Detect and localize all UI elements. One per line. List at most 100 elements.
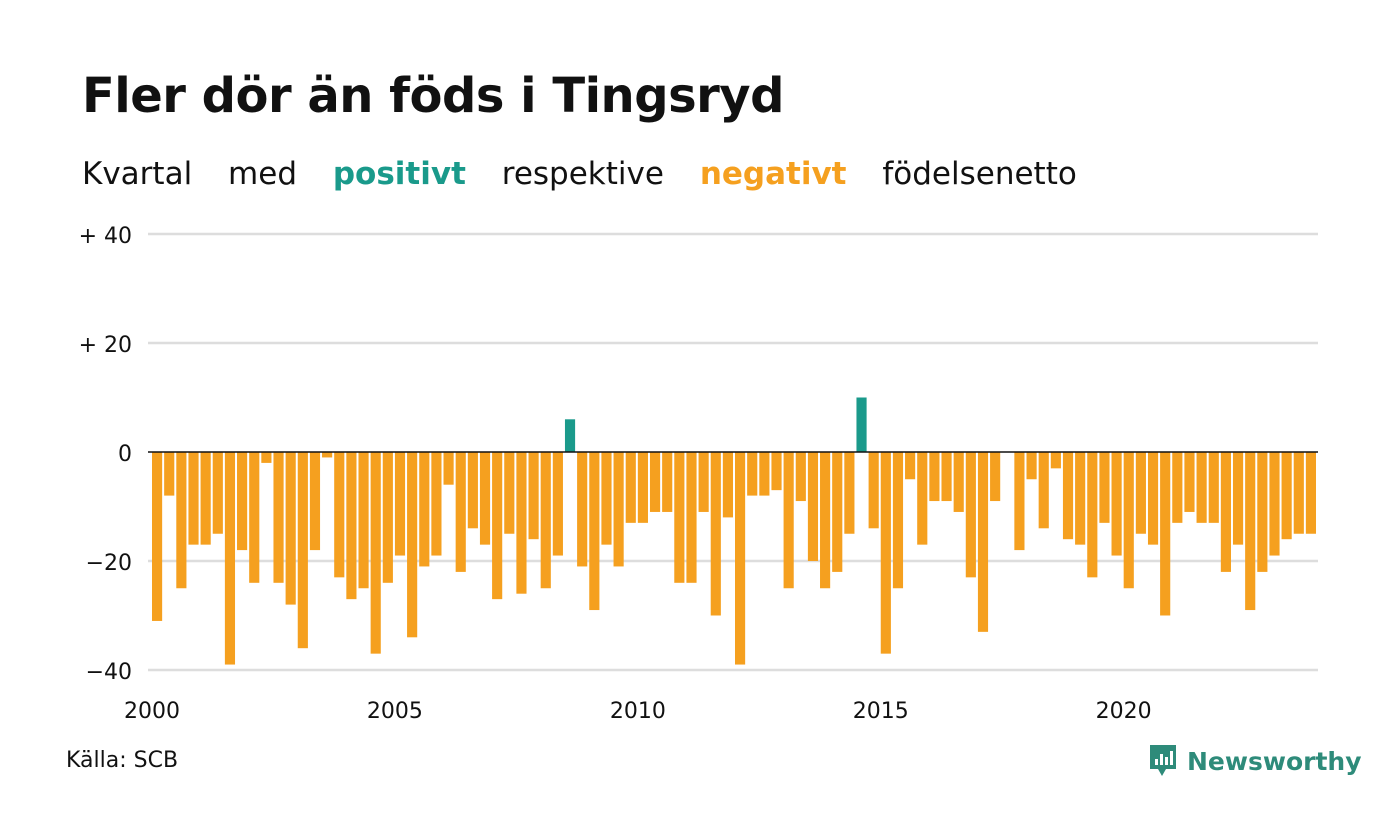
y-tick-label: 0: [118, 442, 132, 467]
bar-negative: [880, 452, 891, 654]
bar-negative: [674, 452, 685, 583]
bar-negative: [917, 452, 928, 545]
y-tick-label: + 40: [79, 224, 132, 249]
bar-negative: [759, 452, 770, 496]
bar-negative: [1281, 452, 1292, 540]
bar-negative: [844, 452, 855, 534]
bar-negative: [467, 452, 478, 529]
bar-negative: [722, 452, 733, 518]
bar-negative: [552, 452, 563, 556]
subtitle-part-1: Kvartal: [82, 156, 193, 192]
bar-negative: [807, 452, 819, 561]
bar-negative: [1232, 452, 1244, 545]
chart-title: Fler dör än föds i Tingsryd: [82, 68, 784, 124]
y-tick-label: + 20: [79, 333, 132, 358]
bar-negative: [1257, 452, 1268, 572]
x-tick-label: 2010: [610, 699, 666, 724]
bar-negative: [868, 452, 879, 529]
bar-negative: [625, 452, 636, 523]
bar-negative: [1220, 452, 1231, 572]
bar-negative: [382, 452, 393, 583]
subtitle-part-3: respektive: [501, 156, 664, 192]
bar-negative: [297, 452, 308, 649]
bar-negative: [1245, 452, 1256, 611]
bar-negative: [200, 452, 211, 545]
subtitle-part-2: med: [228, 156, 297, 192]
bar-negative: [832, 452, 843, 572]
bar-negative: [224, 452, 236, 665]
bar-negative: [977, 452, 989, 632]
bar-negative: [613, 452, 624, 567]
bar-negative: [273, 452, 284, 583]
bar-negative: [1014, 452, 1025, 551]
bar-negative: [953, 452, 964, 512]
bar-negative: [540, 452, 551, 589]
bar-negative: [407, 452, 418, 638]
bar-negative: [528, 452, 539, 540]
bar-negative: [309, 452, 321, 551]
bar-negative: [795, 452, 806, 502]
bar-negative: [905, 452, 916, 480]
bar-negative: [1087, 452, 1098, 578]
source-note: Källa: SCB: [66, 748, 179, 773]
bar-negative: [455, 452, 466, 572]
bar-positive: [856, 397, 867, 452]
bar-negative: [212, 452, 223, 534]
bar-negative: [649, 452, 661, 512]
subtitle-negative-word: negativt: [699, 156, 847, 192]
bar-negative: [322, 452, 333, 458]
bar-positive: [564, 419, 576, 452]
bar-negative: [443, 452, 454, 485]
bar-negative: [394, 452, 406, 556]
bar-negative: [176, 452, 187, 589]
bar-negative: [1305, 452, 1316, 534]
bar-negative: [577, 452, 588, 567]
bar-negative: [929, 452, 940, 502]
bar-chart: + 40 + 20 0 −20 −40 2000 2005 2010 2015 2020: [79, 224, 1318, 724]
bar-negative: [492, 452, 503, 600]
bar-negative: [334, 452, 345, 578]
bar-negative: [820, 452, 831, 589]
x-tick-label: 2020: [1096, 699, 1152, 724]
bar-negative: [1062, 452, 1074, 540]
bar-negative: [479, 452, 491, 545]
bar-negative: [1123, 452, 1134, 589]
bar-negative: [747, 452, 758, 496]
bar-negative: [735, 452, 746, 665]
chart-subtitle: Kvartal med positivt respektive negativt…: [82, 156, 1103, 192]
bar-negative: [1038, 452, 1049, 529]
bar-negative: [249, 452, 260, 583]
bar-negative: [990, 452, 1001, 502]
x-tick-label: 2000: [124, 699, 180, 724]
bar-negative: [662, 452, 673, 512]
y-tick-label: −40: [86, 660, 132, 685]
bar-negative: [237, 452, 248, 551]
bar-negative: [370, 452, 381, 654]
bar-negative: [419, 452, 430, 567]
subtitle-part-4: födelsenetto: [882, 156, 1077, 192]
newsworthy-logo-icon: [1150, 745, 1176, 776]
bar-negative: [965, 452, 976, 578]
bar-negative: [637, 452, 648, 523]
bar-negative: [1050, 452, 1061, 469]
bar-negative: [1147, 452, 1159, 545]
bar-negative: [358, 452, 369, 589]
bar-negative: [188, 452, 199, 545]
bar-negative: [1111, 452, 1122, 556]
bar-negative: [516, 452, 527, 594]
subtitle-positive-word: positivt: [332, 156, 466, 192]
bar-negative: [164, 452, 175, 496]
bar-negative: [941, 452, 952, 502]
bar-negative: [285, 452, 296, 605]
bar-negative: [1184, 452, 1195, 512]
bar-negative: [892, 452, 904, 589]
bar-negative: [601, 452, 612, 545]
bar-negative: [504, 452, 515, 534]
bar-negative: [346, 452, 357, 600]
bar-negative: [1172, 452, 1183, 523]
bar-negative: [686, 452, 697, 583]
brand-logo: Newsworthy: [1148, 743, 1362, 779]
brand-name: Newsworthy: [1187, 746, 1362, 776]
bar-negative: [1196, 452, 1207, 523]
bar-negative: [1075, 452, 1086, 545]
